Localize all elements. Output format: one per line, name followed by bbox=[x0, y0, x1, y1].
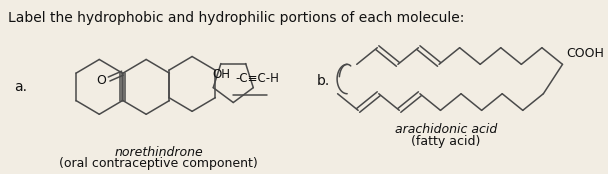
Text: (oral contraceptive component): (oral contraceptive component) bbox=[59, 157, 258, 170]
Text: arachidonic acid: arachidonic acid bbox=[395, 123, 497, 136]
Text: b.: b. bbox=[317, 74, 330, 88]
Text: a.: a. bbox=[14, 80, 27, 94]
Text: Label the hydrophobic and hydrophilic portions of each molecule:: Label the hydrophobic and hydrophilic po… bbox=[9, 11, 465, 25]
Text: -C≡C-H: -C≡C-H bbox=[235, 72, 279, 85]
Text: norethindrone: norethindrone bbox=[114, 146, 203, 159]
Text: O: O bbox=[97, 74, 106, 88]
Text: (fatty acid): (fatty acid) bbox=[411, 135, 480, 148]
Text: COOH: COOH bbox=[566, 48, 604, 60]
Text: OH: OH bbox=[213, 68, 231, 81]
